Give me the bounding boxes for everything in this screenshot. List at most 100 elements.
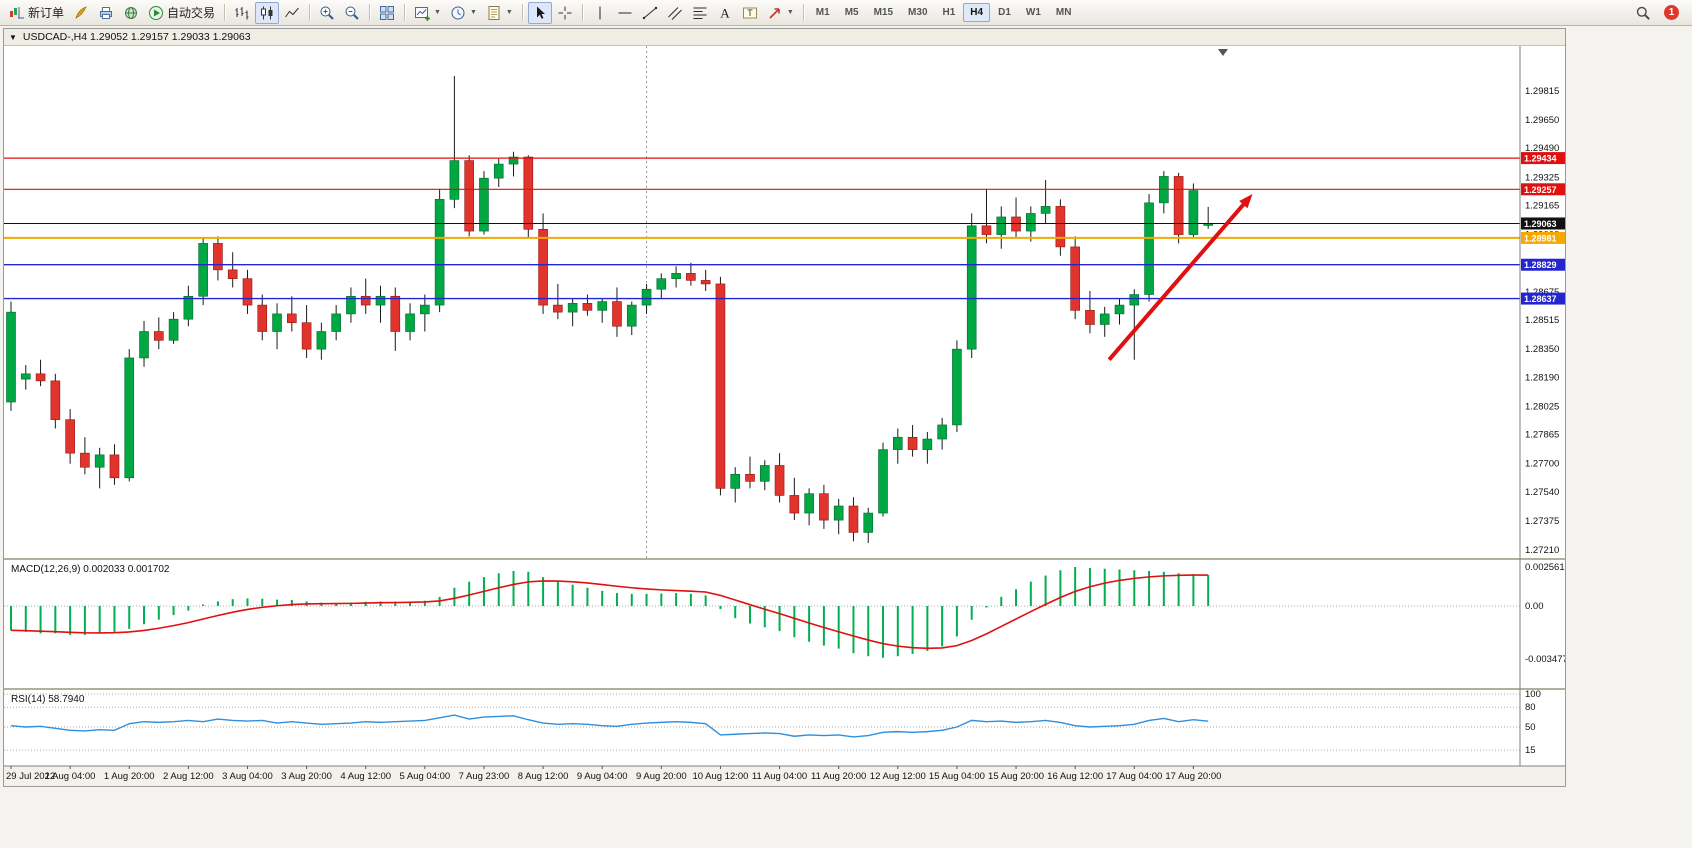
panel-separator[interactable] (4, 688, 1565, 690)
print-icon (100, 6, 113, 19)
rsi-level-label: 15 (1525, 745, 1536, 756)
text-label-button[interactable]: T (738, 2, 762, 24)
timeframe-d1-button[interactable]: D1 (998, 7, 1011, 18)
price-label-text: 1.28637 (1524, 294, 1557, 304)
candles-layer (6, 75, 1213, 544)
search-icon (1636, 6, 1650, 20)
time-label: 17 Aug 20:00 (1165, 771, 1221, 782)
price-tick: 1.28675 (1525, 287, 1559, 298)
one-click-trading-toggle[interactable]: ▼ (9, 32, 17, 42)
zoom-in-icon (320, 6, 334, 20)
timeframe-mn-button[interactable]: MN (1055, 7, 1072, 18)
zoom-out-icon (345, 6, 359, 20)
crosshair-icon (558, 6, 572, 19)
time-label: 12 Aug 12:00 (870, 771, 926, 782)
refresh-button[interactable] (119, 2, 143, 24)
text-button[interactable]: A (713, 2, 737, 24)
toolbar-separator (309, 4, 311, 21)
metaeditor-button[interactable] (69, 2, 93, 24)
time-label: 11 Aug 04:00 (752, 771, 807, 782)
candlestick-chart-button[interactable] (255, 1, 280, 24)
horizontal-line-button[interactable] (613, 2, 637, 24)
trend-arrow-object[interactable] (1107, 198, 1249, 362)
bar-chart-button[interactable] (230, 2, 254, 24)
text-label-icon: T (742, 7, 757, 18)
new-order-button[interactable]: 新订单 (5, 2, 68, 24)
time-label: 3 Aug 04:00 (222, 771, 273, 782)
toolbar-separator (404, 4, 406, 21)
macd-axis-label: 0.002561 (1525, 562, 1565, 573)
price-tick: 1.29815 (1525, 86, 1559, 97)
autotrading-button[interactable]: 自动交易 (144, 2, 219, 24)
macd-signal-line (10, 574, 1209, 650)
price-label-text: 1.29434 (1524, 154, 1557, 164)
price-label-text: 1.28829 (1524, 260, 1557, 270)
timeframe-m5-button[interactable]: M5 (844, 7, 859, 18)
chevron-down-icon: ▼ (434, 9, 441, 16)
candles-icon (261, 6, 273, 19)
zoom-in-button[interactable] (315, 2, 339, 24)
search-button[interactable] (1631, 2, 1655, 24)
chart-window-usdcad: ▼ USDCAD-,H4 1.29052 1.29157 1.29033 1.2… (3, 28, 1566, 787)
time-label: 9 Aug 20:00 (636, 771, 687, 782)
zoom-out-button[interactable] (340, 2, 364, 24)
time-label: 10 Aug 12:00 (692, 771, 748, 782)
macd-label: MACD(12,26,9) 0.002033 0.001702 (11, 564, 170, 575)
time-label: 1 Aug 04:00 (45, 771, 96, 782)
template-icon (488, 5, 500, 20)
vertical-line-button[interactable] (588, 2, 612, 24)
notification-badge[interactable]: 1 (1664, 5, 1679, 20)
new-chart-icon (415, 6, 431, 21)
periods-button[interactable]: ▼ (446, 2, 481, 24)
arrows-button[interactable]: ▼ (763, 2, 798, 24)
price-label-text: 1.29063 (1524, 219, 1557, 229)
toolbar-separator (802, 4, 804, 21)
crosshair-button[interactable] (553, 2, 577, 24)
price-tick: 1.27540 (1525, 487, 1559, 498)
price-chart[interactable]: 1.29815 1.29650 1.29490 1.29325 1.29165 1.290… (4, 46, 1565, 786)
time-label: 15 Aug 04:00 (929, 771, 985, 782)
fibonacci-button[interactable] (688, 2, 712, 24)
toolbar-separator (521, 4, 523, 21)
templates-button[interactable]: ▼ (482, 2, 517, 24)
price-tick: 1.27865 (1525, 430, 1559, 441)
price-tick: 1.29165 (1525, 201, 1559, 212)
price-tick: 1.27210 (1525, 545, 1559, 556)
timeframe-w1-button[interactable]: W1 (1025, 7, 1041, 18)
line-chart-button[interactable] (280, 2, 304, 24)
new-chart-button[interactable]: ▼ (410, 2, 445, 24)
price-label-text: 1.28981 (1524, 233, 1557, 243)
svg-text:T: T (747, 8, 753, 18)
workspace: ▼ USDCAD-,H4 1.29052 1.29157 1.29033 1.2… (0, 26, 1692, 787)
quill-icon (75, 5, 87, 19)
time-label: 2 Aug 12:00 (163, 771, 214, 782)
time-axis[interactable] (4, 766, 1565, 786)
timeframe-h1-button[interactable]: H1 (942, 7, 956, 18)
rsi-label: RSI(14) 58.7940 (11, 694, 85, 705)
price-tick: 1.28190 (1525, 372, 1559, 383)
price-label-box (1521, 152, 1565, 165)
trendline-button[interactable] (638, 2, 662, 24)
price-label-text: 1.29257 (1524, 185, 1557, 195)
chart-caption: ▼ USDCAD-,H4 1.29052 1.29157 1.29033 1.2… (4, 29, 1565, 46)
panel-separator[interactable] (4, 558, 1565, 560)
tile-windows-button[interactable] (375, 2, 399, 24)
toolbar-buttons: 新订单 自动交易 ▼ ▼ ▼ A T ▼ M1 M5 M15 M30 H1 H4 D1 W1 MN (5, 1, 1078, 24)
channel-button[interactable] (663, 2, 687, 24)
time-label: 4 Aug 12:00 (340, 771, 391, 782)
chart-shift-marker[interactable] (1217, 49, 1228, 56)
chart-background (4, 46, 1565, 786)
timeframe-m15-button[interactable]: M15 (873, 7, 894, 18)
play-icon (149, 5, 164, 20)
toolbar-separator (224, 4, 226, 21)
print-button[interactable] (94, 2, 118, 24)
timeframe-m1-button[interactable]: M1 (815, 7, 830, 18)
toolbar-right: 1 (1631, 2, 1687, 24)
timeframe-h4-button[interactable]: H4 (963, 3, 991, 22)
timeframe-m30-button[interactable]: M30 (908, 7, 928, 18)
chevron-down-icon: ▼ (786, 9, 794, 16)
time-label: 17 Aug 04:00 (1106, 771, 1162, 782)
linechart-icon (285, 7, 299, 17)
time-label: 8 Aug 12:00 (518, 771, 569, 782)
cursor-button[interactable] (527, 1, 552, 24)
